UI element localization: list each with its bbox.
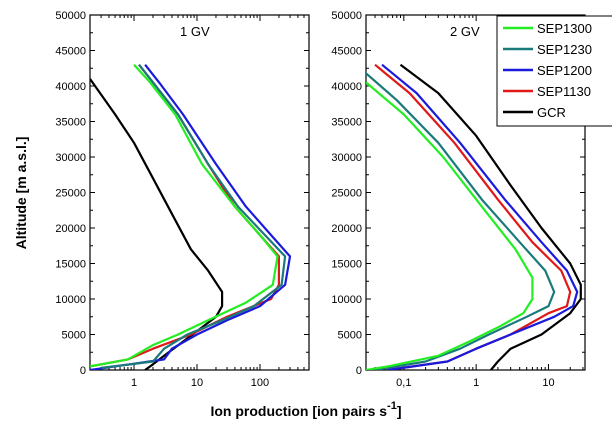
y-tick-label: 15000 — [55, 259, 86, 271]
x-tick-label: 1 — [131, 377, 137, 389]
series-line-gcr — [399, 63, 582, 370]
series-line-sep1200 — [381, 63, 579, 370]
plot-frame — [89, 14, 310, 371]
x-tick-label: 10 — [542, 377, 554, 389]
y-tick-label: 25000 — [331, 188, 362, 200]
y-tick-label: 10000 — [331, 294, 362, 306]
y-tick-label: 30000 — [55, 152, 86, 164]
x-axis-title-superscript: -1 — [387, 400, 397, 412]
y-tick-label: 35000 — [331, 117, 362, 129]
y-tick-label: 30000 — [331, 152, 362, 164]
legend-label-sep1300: SEP1300 — [537, 21, 592, 36]
x-axis-title-main: Ion production [ion pairs s — [210, 403, 387, 419]
y-tick-label: 40000 — [331, 81, 362, 93]
legend-label-sep1200: SEP1200 — [537, 63, 592, 78]
legend-label-gcr: GCR — [537, 105, 566, 120]
y-axis-title: Altitude [m a.s.l.] — [13, 137, 29, 250]
series-line-sep1230 — [366, 71, 556, 370]
y-tick-label: 20000 — [331, 223, 362, 235]
series-line-sep1130 — [90, 64, 280, 368]
series-line-gcr — [90, 78, 224, 370]
y-tick-label: 35000 — [55, 117, 86, 129]
panel-right: 0 5000 10000 15000 20000 25000 30000 35000 40000… — [331, 10, 586, 389]
panel-label: 1 GV — [180, 24, 210, 39]
legend-label-sep1130: SEP1130 — [537, 84, 591, 99]
y-tick-label: 50000 — [331, 10, 362, 22]
y-tick-label: 50000 — [55, 10, 86, 22]
series-line-sep1200 — [90, 64, 292, 370]
x-axis-title-end: ] — [397, 403, 402, 419]
x-tick-label: 0,1 — [396, 377, 411, 389]
legend-label-sep1230: SEP1230 — [537, 42, 592, 57]
y-tick-label: 25000 — [55, 188, 86, 200]
y-tick-label: 45000 — [55, 46, 86, 58]
y-tick-label: 10000 — [55, 294, 86, 306]
y-tick-label: 15000 — [331, 259, 362, 271]
series-line-sep1230 — [100, 64, 287, 369]
x-axis-title: Ion production [ion pairs s-1] — [210, 400, 401, 419]
x-tick-label: 10 — [191, 377, 203, 389]
y-tick-label: 5000 — [338, 330, 362, 342]
series-line-sep1300 — [366, 81, 534, 370]
x-tick-label: 100 — [251, 377, 269, 389]
y-tick-label: 40000 — [55, 81, 86, 93]
y-tick-label: 0 — [356, 365, 362, 377]
series-line-sep1300 — [90, 63, 279, 368]
y-tick-label: 0 — [80, 365, 86, 377]
y-tick-label: 20000 — [55, 223, 86, 235]
panel-label: 2 GV — [450, 24, 480, 39]
y-tick-label: 5000 — [62, 330, 86, 342]
x-tick-label: 1 — [473, 377, 479, 389]
y-tick-label: 45000 — [331, 46, 362, 58]
panel-left: 0 5000 10000 15000 20000 25000 30000 35000 40000… — [55, 10, 310, 389]
legend: SEP1300 SEP1230 SEP1200 SEP1130 GCR — [496, 15, 612, 127]
